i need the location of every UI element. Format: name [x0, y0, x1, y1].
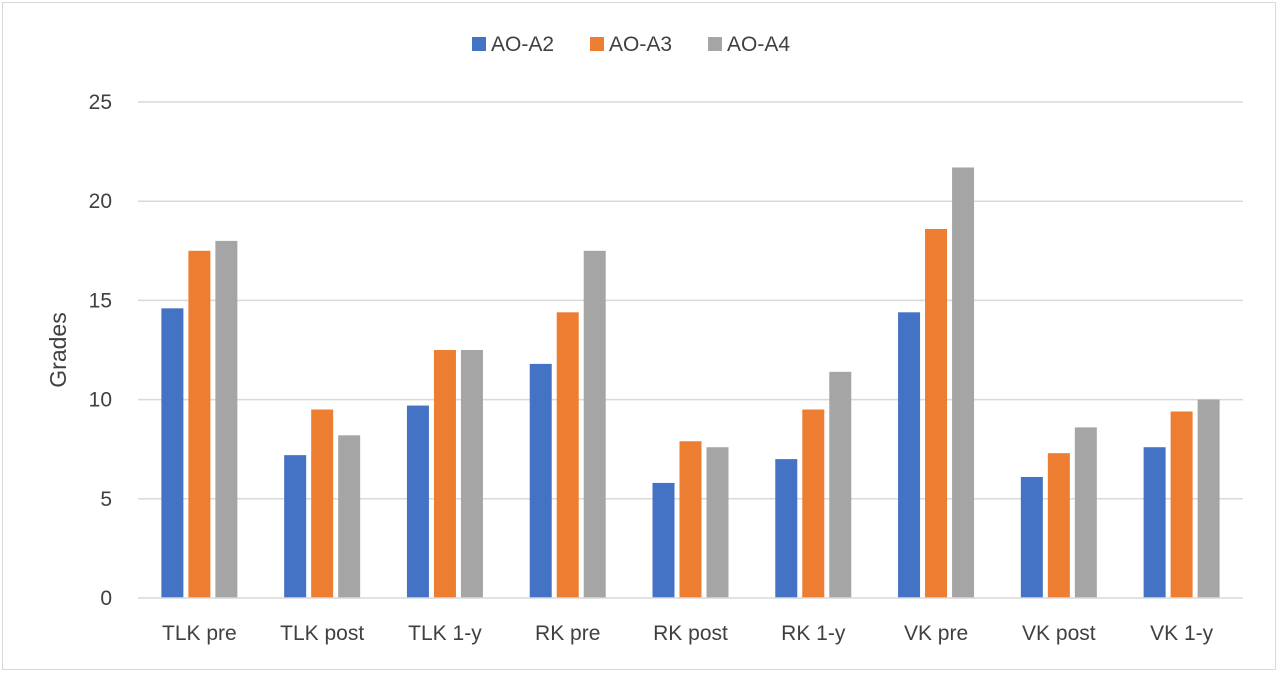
bar-ao-a4-tlk-1-y: [460, 350, 483, 598]
legend: AO-A2 AO-A3 AO-A4: [472, 33, 790, 56]
bar-ao-a4-vk-1-y: [1197, 399, 1220, 598]
bar-ao-a2-tlk-pre: [161, 308, 184, 598]
bar-ao-a3-tlk-1-y: [433, 350, 456, 598]
bar-ao-a2-vk-1-y: [1143, 447, 1166, 598]
x-tick-label: RK pre: [535, 622, 600, 645]
bar-ao-a4-rk-post: [706, 447, 729, 598]
bar-ao-a2-rk-1-y: [775, 459, 798, 598]
legend-swatch: [590, 37, 604, 51]
x-tick-label: VK 1-y: [1150, 622, 1214, 645]
legend-label: AO-A4: [727, 33, 790, 56]
bar-ao-a3-vk-post: [1047, 453, 1070, 598]
bar-ao-a3-tlk-post: [311, 409, 334, 598]
legend-label: AO-A3: [609, 33, 672, 56]
bar-ao-a4-vk-post: [1074, 427, 1097, 598]
x-tick-label: TLK post: [280, 622, 364, 645]
bar-ao-a2-vk-post: [1020, 476, 1043, 598]
y-axis-ticks: 0 5 10 15 20 25: [89, 91, 112, 610]
bars: [161, 167, 1220, 599]
y-tick-label: 5: [100, 488, 112, 511]
x-tick-label: VK post: [1022, 622, 1096, 645]
x-tick-label: TLK 1-y: [408, 622, 482, 645]
x-axis-ticks: TLK pre TLK post TLK 1-y RK pre RK post RK 1-…: [162, 622, 1214, 645]
y-tick-label: 15: [89, 289, 112, 312]
legend-swatch: [708, 37, 722, 51]
bar-ao-a4-vk-pre: [952, 167, 975, 599]
legend-swatch: [472, 37, 486, 51]
y-tick-label: 10: [89, 389, 112, 412]
bar-ao-a2-rk-pre: [529, 363, 552, 598]
bar-ao-a3-rk-1-y: [802, 409, 825, 598]
bar-ao-a2-rk-post: [652, 482, 675, 598]
bar-ao-a4-rk-pre: [583, 250, 606, 599]
x-tick-label: TLK pre: [162, 622, 237, 645]
y-tick-label: 25: [89, 91, 112, 114]
y-tick-label: 0: [100, 587, 112, 610]
bar-ao-a4-tlk-pre: [215, 240, 238, 598]
y-tick-label: 20: [89, 190, 112, 213]
bar-ao-a3-tlk-pre: [188, 250, 211, 599]
bar-ao-a3-rk-post: [679, 441, 702, 598]
bar-ao-a3-rk-pre: [556, 312, 579, 598]
y-axis-title: Grades: [45, 312, 71, 387]
x-tick-label: VK pre: [904, 622, 968, 645]
bar-ao-a2-vk-pre: [898, 312, 921, 598]
legend-label: AO-A2: [491, 33, 554, 56]
bar-ao-a3-vk-pre: [925, 228, 948, 598]
x-tick-label: RK post: [653, 622, 728, 645]
bar-ao-a4-tlk-post: [338, 435, 361, 598]
legend-item-ao-a3: AO-A3: [590, 33, 672, 56]
legend-item-ao-a2: AO-A2: [472, 33, 554, 56]
bar-ao-a3-vk-1-y: [1170, 411, 1193, 598]
bar-ao-a4-rk-1-y: [829, 371, 852, 598]
x-tick-label: RK 1-y: [781, 622, 846, 645]
bar-ao-a2-tlk-1-y: [406, 405, 429, 598]
legend-item-ao-a4: AO-A4: [708, 33, 790, 56]
bar-ao-a2-tlk-post: [284, 455, 307, 598]
